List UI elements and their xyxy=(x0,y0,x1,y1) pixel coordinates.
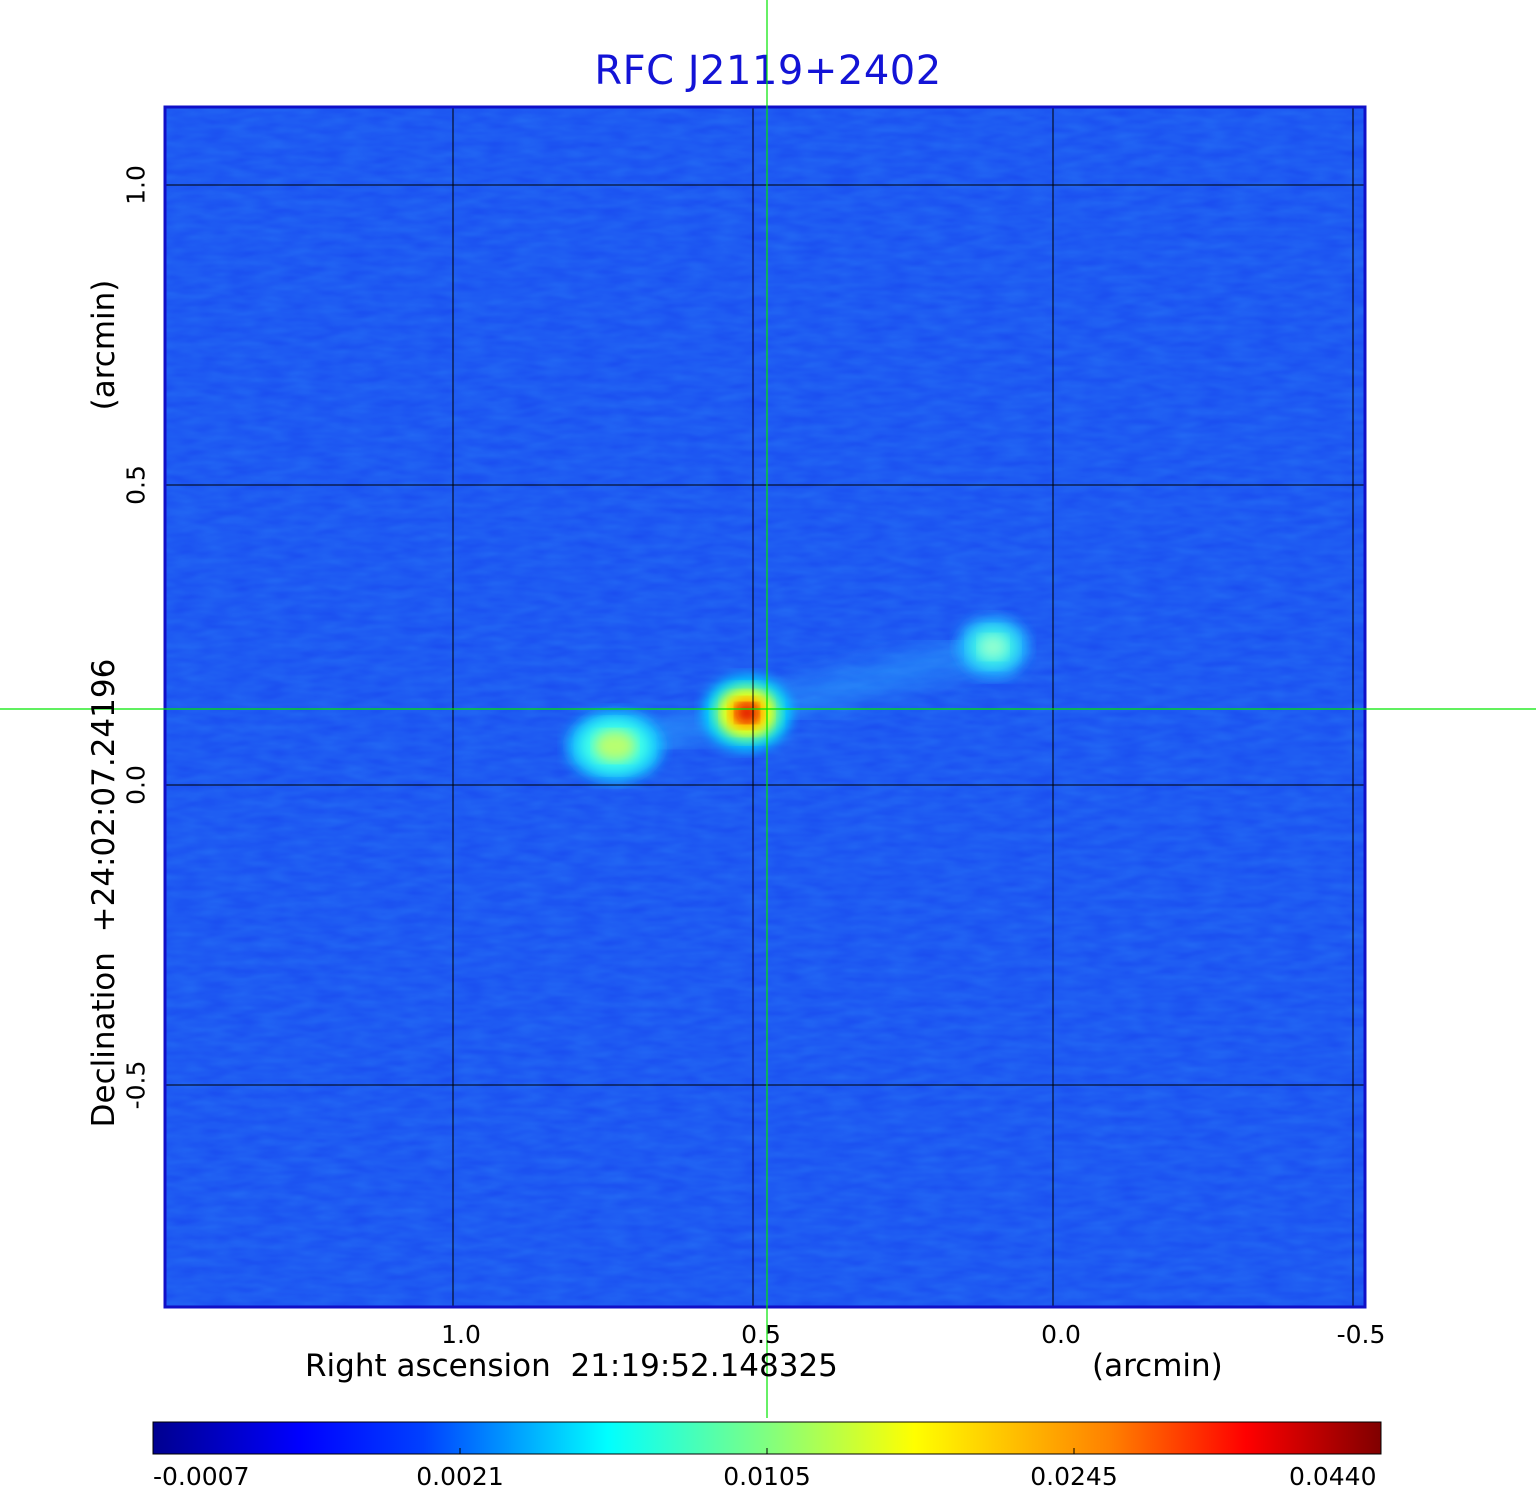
colorbar-tick-label: 0.0440 xyxy=(1289,1462,1377,1491)
y-axis-unit: (arcmin) xyxy=(86,279,122,411)
x-axis-unit: (arcmin) xyxy=(1092,1348,1223,1384)
y-axis-label: Declination +24:02:07.24196 xyxy=(86,658,122,1128)
source-component-1-layer-2 xyxy=(594,730,636,762)
x-axis-label: Right ascension 21:19:52.148325 xyxy=(305,1348,838,1384)
colorbar-tick-marks xyxy=(459,1448,1075,1454)
y-tick-label: 0.5 xyxy=(121,465,151,505)
source-component-1 xyxy=(566,710,664,782)
y-tick-label: -0.5 xyxy=(121,1060,151,1110)
x-tick-label: 0.5 xyxy=(741,1320,781,1349)
source-component-0-layer-4 xyxy=(736,703,758,723)
crosshair xyxy=(0,0,1536,1418)
chart-title: RFC J2119+2402 xyxy=(594,48,942,94)
colorbar-tick-label: -0.0007 xyxy=(153,1462,250,1491)
source-component-2 xyxy=(957,616,1029,678)
y-tick-label: 1.0 xyxy=(121,165,151,205)
source-component-2-layer-2 xyxy=(979,635,1007,659)
x-tick-label: 0.0 xyxy=(1041,1320,1081,1349)
image-frame xyxy=(163,105,1367,1309)
y-tick-label: 0.0 xyxy=(121,765,151,805)
source-component-0 xyxy=(703,675,791,751)
colorbar-tick-label: 0.0105 xyxy=(723,1462,811,1491)
colorbar-tick-label: 0.0245 xyxy=(1030,1462,1118,1491)
coordinate-grid xyxy=(165,107,1365,1307)
x-tick-label: -0.5 xyxy=(1336,1320,1386,1349)
source-components xyxy=(566,616,1029,782)
colorbar-tick-label: 0.0021 xyxy=(416,1462,504,1491)
x-tick-label: 1.0 xyxy=(441,1320,481,1349)
image-area xyxy=(165,107,1365,1307)
